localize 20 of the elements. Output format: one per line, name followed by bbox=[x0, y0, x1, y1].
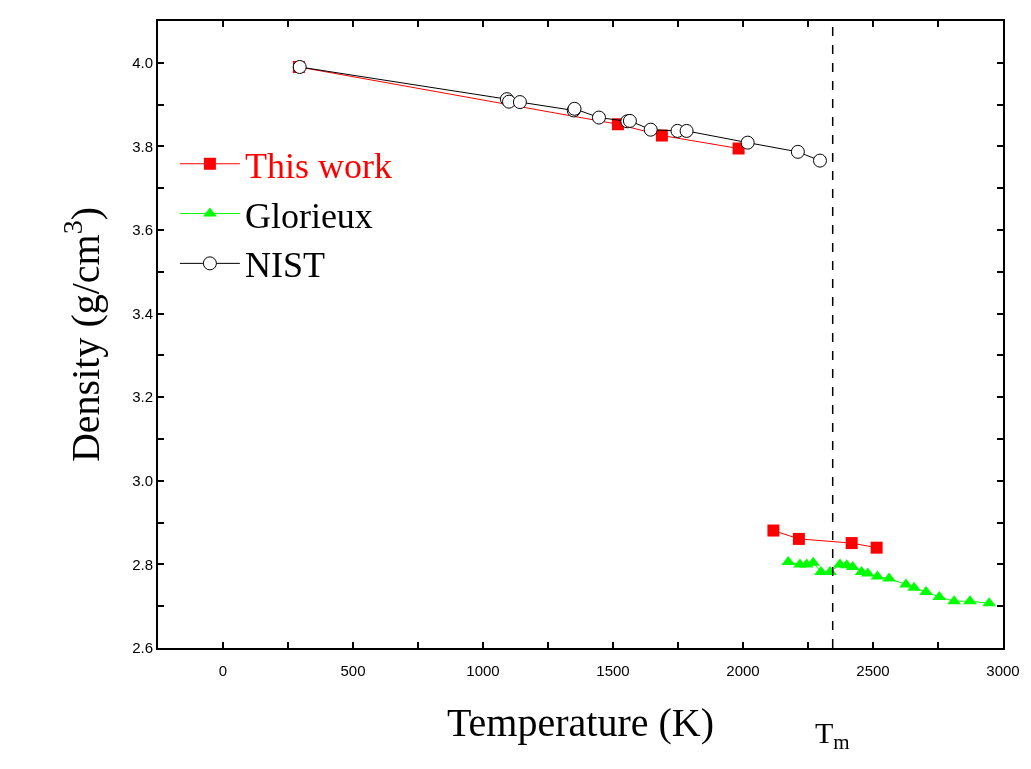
legend-label: NIST bbox=[244, 245, 325, 286]
x-tick-label: 500 bbox=[340, 662, 366, 679]
legend-label: This work bbox=[244, 145, 392, 186]
x-tick-label: 0 bbox=[218, 662, 228, 679]
legend-label: Glorieux bbox=[244, 195, 373, 236]
x-tick-label: 1000 bbox=[466, 662, 500, 679]
x-axis-title: Temperature (K) bbox=[446, 700, 715, 745]
y-tick-label: 3.4 bbox=[132, 304, 153, 322]
y-tick-label: 2.6 bbox=[132, 639, 153, 657]
x-tick-label: 2000 bbox=[726, 662, 760, 679]
x-tick-label: 3000 bbox=[986, 662, 1020, 679]
x-tick-label: 1500 bbox=[596, 662, 630, 679]
y-tick-label: 3.6 bbox=[132, 221, 153, 239]
y-tick-label: 2.8 bbox=[132, 555, 153, 573]
y-tick-label: 4.0 bbox=[132, 54, 153, 72]
x-tick-label: 2500 bbox=[856, 662, 890, 679]
y-tick-label: 3.2 bbox=[132, 388, 153, 406]
y-tick-label: 3.8 bbox=[132, 137, 153, 155]
ref-line-label: T$_{m}$ bbox=[815, 716, 850, 755]
y-tick-label: 3.0 bbox=[132, 472, 153, 490]
